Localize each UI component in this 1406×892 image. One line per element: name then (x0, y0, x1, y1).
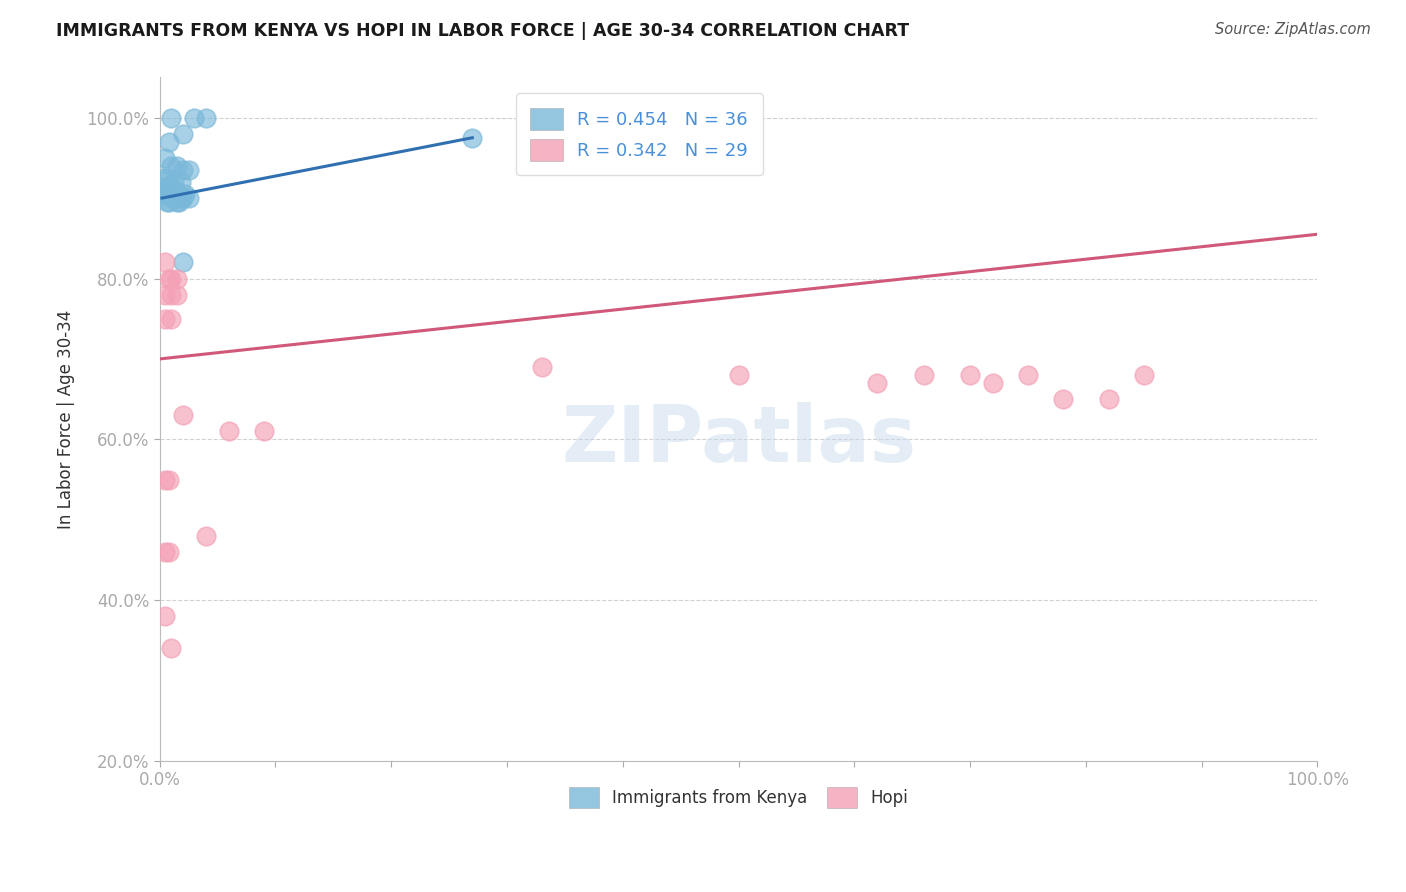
Point (959, 368, 981, 382)
Point (156, 183, 179, 197)
Point (167, 187, 190, 202)
Point (157, 135, 180, 149)
Point (166, 271, 188, 285)
Point (172, 409, 194, 423)
Point (156, 179, 179, 194)
Point (1098, 392, 1121, 406)
Text: ZIPatlas: ZIPatlas (561, 401, 917, 478)
Point (727, 368, 749, 382)
Point (866, 376, 889, 390)
Point (155, 545, 177, 559)
Point (160, 271, 183, 285)
Point (170, 191, 193, 205)
Point (172, 127, 194, 141)
Point (183, 111, 205, 125)
Point (1132, 368, 1154, 382)
Point (157, 545, 180, 559)
Point (253, 425, 276, 439)
Point (157, 187, 180, 202)
Point (160, 287, 183, 301)
Point (155, 187, 177, 202)
Point (155, 151, 177, 165)
Point (172, 255, 194, 269)
Point (530, 359, 553, 374)
Point (157, 195, 180, 210)
Point (981, 376, 1004, 390)
Point (172, 191, 194, 205)
Point (155, 311, 177, 326)
Point (166, 159, 188, 173)
Point (160, 111, 183, 125)
Point (162, 187, 184, 202)
Point (169, 195, 191, 210)
Y-axis label: In Labor Force | Age 30-34: In Labor Force | Age 30-34 (58, 310, 75, 529)
Point (156, 195, 179, 210)
Text: Source: ZipAtlas.com: Source: ZipAtlas.com (1215, 22, 1371, 37)
Point (160, 311, 183, 326)
Point (155, 473, 177, 487)
Point (155, 255, 177, 269)
Point (159, 179, 181, 194)
Point (160, 191, 183, 205)
Point (155, 287, 177, 301)
Point (1017, 368, 1039, 382)
Point (461, 130, 484, 145)
Point (174, 187, 197, 202)
Point (162, 175, 184, 189)
Point (153, 187, 176, 202)
Point (157, 473, 180, 487)
Point (152, 183, 174, 197)
Point (156, 171, 179, 186)
Point (166, 287, 188, 301)
Point (166, 195, 188, 210)
Point (1052, 392, 1074, 406)
Point (912, 368, 935, 382)
Point (177, 191, 200, 205)
Legend: Immigrants from Kenya, Hopi: Immigrants from Kenya, Hopi (562, 780, 915, 814)
Point (169, 175, 191, 189)
Point (195, 529, 218, 543)
Point (172, 163, 194, 178)
Point (160, 159, 183, 173)
Point (165, 191, 187, 205)
Text: IMMIGRANTS FROM KENYA VS HOPI IN LABOR FORCE | AGE 30-34 CORRELATION CHART: IMMIGRANTS FROM KENYA VS HOPI IN LABOR F… (56, 22, 910, 40)
Point (157, 271, 180, 285)
Point (153, 171, 176, 186)
Point (195, 111, 218, 125)
Point (160, 641, 183, 656)
Point (177, 163, 200, 178)
Point (163, 183, 186, 197)
Point (218, 425, 240, 439)
Point (155, 609, 177, 624)
